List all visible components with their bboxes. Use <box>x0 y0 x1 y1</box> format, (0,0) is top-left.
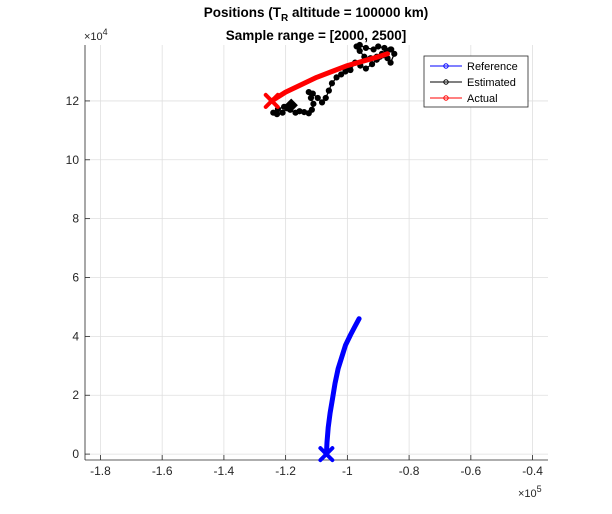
series-line-actual <box>269 51 390 104</box>
chart-title-rest: altitude = 100000 km) <box>288 5 428 20</box>
legend-marker-reference <box>443 63 449 69</box>
series-point-estimated <box>370 46 377 53</box>
x-multiplier-base: ×10 <box>518 488 537 500</box>
x-tick-label: -0.8 <box>399 464 420 478</box>
series-point-estimated <box>333 74 340 81</box>
series-point-estimated <box>387 46 394 53</box>
series-point-estimated <box>322 94 329 102</box>
legend-marker-estimated <box>443 79 449 85</box>
series-start-marker-actual <box>263 92 280 109</box>
plot-area <box>263 41 398 463</box>
series-point-estimated <box>309 90 316 97</box>
legend-label-actual: Actual <box>467 93 498 105</box>
legend: Reference Estimated Actual <box>423 55 529 108</box>
series-line-reference <box>323 316 362 457</box>
series-point-estimated <box>338 71 345 78</box>
y-multiplier-exponent: 4 <box>103 27 108 37</box>
series-start-marker-reference <box>318 446 335 463</box>
y-tick-label: 10 <box>66 153 80 167</box>
y-tick-label: 2 <box>72 388 79 402</box>
series-point-estimated <box>356 41 363 49</box>
series-point-estimated <box>387 59 394 66</box>
series-point-estimated <box>328 80 336 87</box>
x-multiplier-exponent: 5 <box>537 484 542 494</box>
y-tick-label: 8 <box>72 212 79 226</box>
series-point-estimated <box>375 43 382 50</box>
x-tick-label: -0.4 <box>522 464 543 478</box>
series-point-estimated <box>368 61 376 68</box>
x-tick-label: -0.6 <box>460 464 481 478</box>
series-point-estimated <box>318 99 326 106</box>
series-point-estimated <box>314 94 321 102</box>
series-point-estimated <box>381 44 388 52</box>
y-multiplier-base: ×10 <box>84 31 103 43</box>
chart-title-subscript: R <box>281 13 289 24</box>
series-point-estimated <box>279 109 286 116</box>
series-point-estimated <box>362 65 369 72</box>
series-start-marker-estimated <box>284 98 298 112</box>
x-tick-label: -1 <box>342 464 353 478</box>
series-point-estimated <box>362 44 369 52</box>
chart-title: Positions (TR altitude = 100000 km) <box>204 5 428 24</box>
x-axis-multiplier: ×105 <box>518 484 542 500</box>
series-point-estimated <box>270 109 277 116</box>
series-point-estimated <box>325 87 332 94</box>
axes: -1.8 -1.6 -1.4 -1.2 -1 -0.8 -0.6 -0.4 0 2 4 6 8 10 12 <box>66 45 548 478</box>
x-tick-label: -1.4 <box>214 464 235 478</box>
x-tick-label: -1.2 <box>275 464 296 478</box>
legend-label-estimated: Estimated <box>467 77 516 89</box>
y-tick-label: 6 <box>72 271 79 285</box>
chart-subtitle: Sample range = [2000, 2500] <box>226 28 406 43</box>
y-tick-label: 0 <box>72 447 79 461</box>
legend-label-reference: Reference <box>467 61 518 73</box>
legend-marker-actual <box>443 95 449 101</box>
y-tick-label: 12 <box>66 94 80 108</box>
chart-title-main: Positions (T <box>204 5 282 20</box>
y-axis-multiplier: ×104 <box>84 27 108 43</box>
series-point-estimated <box>356 47 363 54</box>
x-tick-label: -1.8 <box>90 464 111 478</box>
series-point-estimated <box>308 106 315 113</box>
x-tick-label: -1.6 <box>152 464 173 478</box>
series-point-estimated <box>310 100 317 107</box>
y-tick-label: 4 <box>72 329 79 343</box>
series-point-estimated <box>391 50 398 57</box>
